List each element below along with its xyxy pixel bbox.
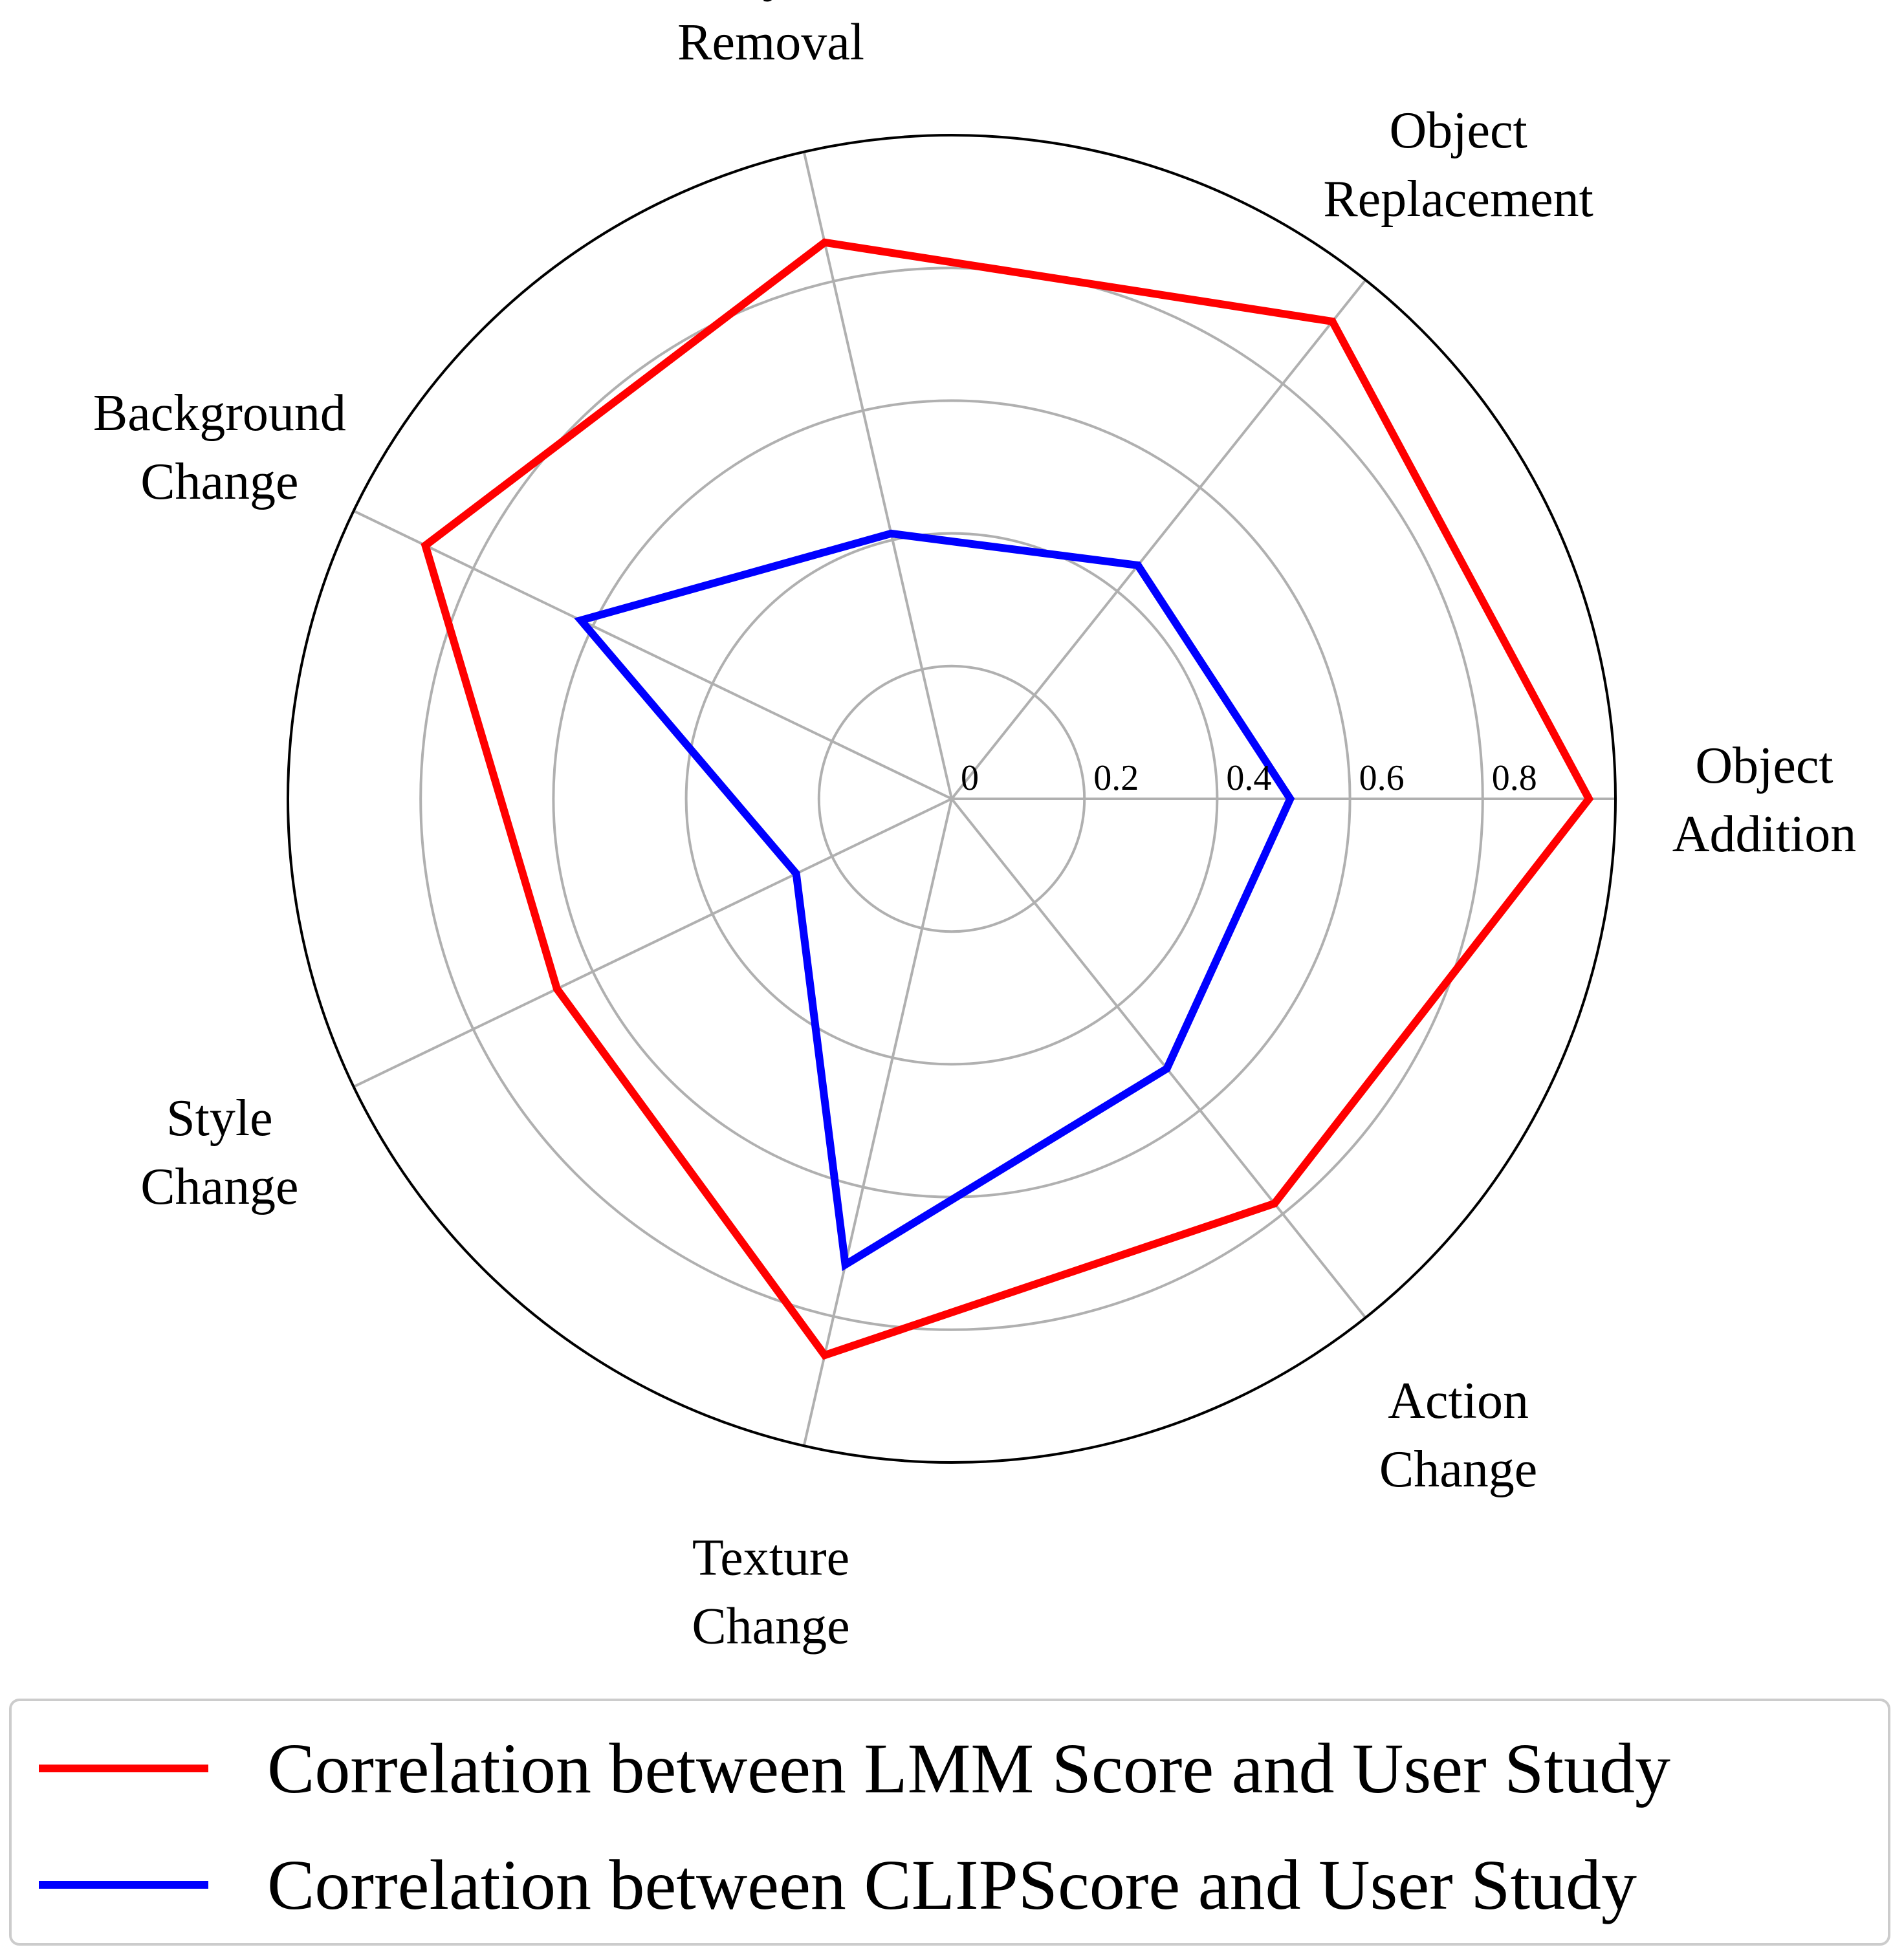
legend: Correlation between LMM Score and User S… [9, 1699, 1890, 1946]
category-label-1: Object Replacement [1323, 102, 1593, 228]
radial-tick-label-1: 0.2 [1093, 758, 1139, 798]
category-label-5: Texture Change [692, 1530, 849, 1655]
category-label-2: ObjectRemoval [677, 0, 864, 71]
legend-item-lmm: Correlation between LMM Score and User S… [12, 1710, 1888, 1827]
legend-line-lmm [39, 1765, 208, 1772]
axis-spoke-2 [802, 151, 953, 799]
legend-item-clipscore: Correlation between CLIPScore and User S… [12, 1827, 1888, 1943]
legend-label-clipscore: Correlation between CLIPScore and User S… [267, 1845, 1637, 1924]
axis-spoke-4 [353, 798, 952, 1088]
series-line-lmm [421, 238, 1594, 1360]
legend-label-lmm: Correlation between LMM Score and User S… [267, 1729, 1670, 1808]
axis-spoke-1 [950, 279, 1367, 800]
axis-spoke-6 [950, 798, 1367, 1319]
axis-spoke-3 [353, 510, 952, 800]
radial-tick-label-3: 0.6 [1359, 758, 1405, 798]
category-label-3: Background Change [93, 385, 346, 510]
outer-frame [287, 134, 1617, 1464]
category-label-6: Action Change [1379, 1373, 1537, 1498]
category-label-0: Object Addition [1672, 737, 1856, 863]
legend-line-clipscore [39, 1881, 208, 1889]
radial-tick-label-0: 0 [961, 758, 979, 798]
category-label-4: Style Change [140, 1090, 298, 1215]
radial-tick-label-4: 0.8 [1492, 758, 1537, 798]
axis-spoke-5 [802, 798, 953, 1446]
radial-tick-label-2: 0.4 [1226, 758, 1271, 798]
radar-chart: 0 0.2 0.4 0.6 0.8 Object Addition Object Replace… [93, 0, 1856, 1655]
series-line-clipscore [574, 529, 1295, 1272]
